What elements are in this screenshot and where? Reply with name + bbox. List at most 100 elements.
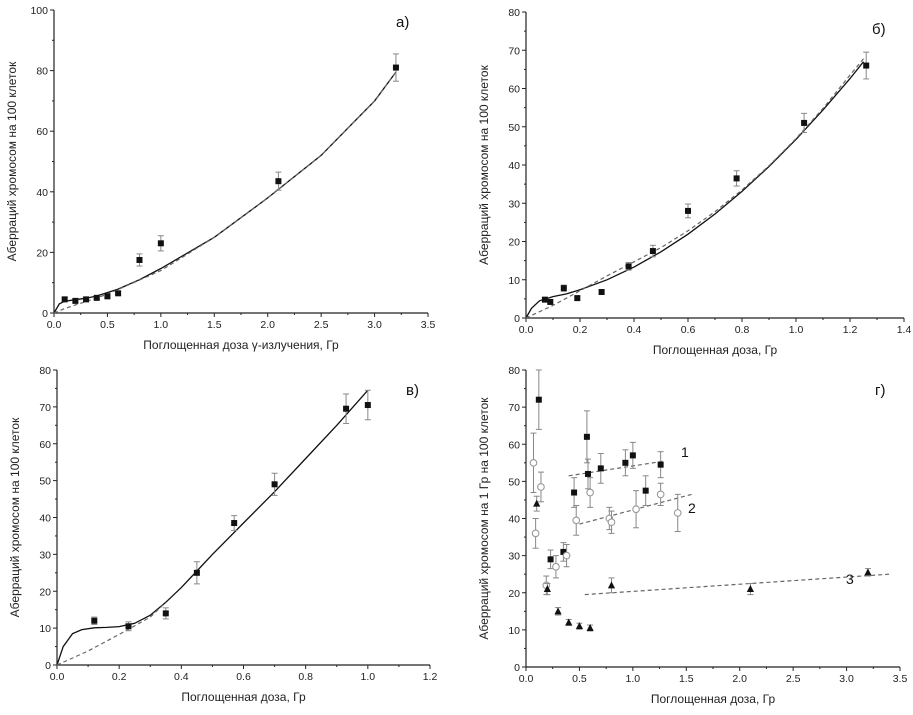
x-tick-label: 0.6 — [681, 324, 696, 336]
y-tick-label: 20 — [508, 237, 520, 249]
data-point-square — [547, 556, 554, 563]
data-point-circle — [586, 488, 594, 497]
x-tick-label: 0.5 — [100, 319, 115, 331]
y-tick-label: 0 — [42, 308, 48, 320]
x-tick-label: 0.4 — [627, 324, 642, 336]
data-point-triangle — [575, 622, 584, 630]
data-point-square — [863, 62, 870, 69]
y-tick-label: 40 — [39, 513, 51, 525]
data-point-triangle — [543, 585, 551, 593]
data-point-triangle — [533, 499, 541, 507]
x-tick-label: 3.5 — [893, 673, 908, 685]
y-tick-label: 30 — [508, 551, 520, 563]
x-tick-label: 1.2 — [423, 671, 438, 683]
data-point-square — [560, 285, 567, 292]
data-point-square — [61, 296, 68, 303]
y-axis-label: Аберраций хромосом на 100 клеток — [477, 64, 491, 264]
x-tick-label: 0.2 — [112, 671, 127, 683]
data-point-triangle — [586, 624, 594, 632]
data-point-square — [657, 461, 664, 468]
data-point-square — [801, 119, 808, 126]
y-tick-label: 70 — [508, 402, 520, 414]
dashed-fit-curve — [525, 58, 864, 319]
data-point-square — [125, 623, 132, 630]
data-point-triangle — [864, 568, 872, 576]
x-axis-label: Поглощенная доза, Гр — [181, 690, 306, 704]
y-tick-label: 100 — [30, 5, 48, 17]
curve-label: 1 — [681, 444, 689, 460]
y-tick-label: 0 — [514, 662, 520, 674]
solid-fit-curve — [53, 71, 397, 314]
x-tick-label: 0.0 — [47, 319, 62, 331]
x-tick-label: 0.0 — [519, 324, 534, 336]
y-tick-label: 10 — [508, 275, 520, 287]
data-point-square — [535, 396, 542, 403]
y-tick-label: 70 — [39, 402, 51, 414]
data-point-square — [104, 293, 111, 300]
data-point-circle — [673, 509, 682, 517]
data-point-square — [72, 297, 79, 304]
y-tick-label: 20 — [39, 586, 51, 598]
y-tick-label: 0 — [514, 313, 520, 325]
y-tick-label: 10 — [39, 623, 51, 635]
y-axis-label: Аберраций хромосом на 100 клеток — [5, 61, 19, 261]
data-point-square — [597, 465, 604, 472]
data-point-square — [91, 617, 98, 624]
y-tick-label: 30 — [39, 549, 51, 561]
x-tick-label: 1.0 — [154, 319, 169, 331]
data-point-square — [162, 610, 169, 617]
data-point-triangle — [565, 618, 573, 626]
data-point-triangle — [554, 607, 562, 615]
curve-label: 3 — [846, 571, 854, 587]
chart-panel-4: 0.0 0.5 1.0 1.5 2.0 2.5 3.0 3.5 0 10 20 30 40 50 60 70 8… — [477, 365, 907, 706]
dashed-fit-curve — [584, 573, 890, 596]
y-tick-label: 80 — [36, 66, 48, 78]
data-point-square — [364, 402, 371, 409]
data-point-square — [275, 178, 282, 185]
data-point-square — [625, 263, 632, 270]
x-tick-label: 2.5 — [786, 673, 801, 685]
y-tick-label: 50 — [39, 476, 51, 488]
y-tick-label: 40 — [508, 160, 520, 172]
data-point-circle — [531, 529, 540, 538]
x-tick-label: 0.4 — [174, 671, 189, 683]
x-tick-label: 2.5 — [314, 319, 329, 331]
y-tick-label: 60 — [39, 439, 51, 451]
data-point-square — [622, 459, 629, 466]
data-point-square — [642, 487, 649, 494]
x-tick-label: 1.2 — [843, 324, 858, 336]
x-tick-label: 1.5 — [207, 319, 222, 331]
x-tick-label: 0.6 — [236, 671, 251, 683]
dashed-fit-curve — [568, 460, 665, 477]
solid-fit-curve — [525, 61, 865, 319]
data-point-square — [392, 64, 399, 71]
x-tick-label: 2.0 — [260, 319, 275, 331]
chart-panel-2: 0.0 0.2 0.4 0.6 0.8 1.0 1.2 1.4 0 10 20 30 40 50 60 70 8… — [477, 7, 911, 357]
data-point-square — [649, 248, 656, 255]
y-tick-label: 60 — [508, 84, 520, 96]
data-point-square — [83, 296, 90, 303]
panel-label: г) — [875, 382, 885, 399]
y-tick-label: 10 — [508, 625, 520, 637]
panel-label: в) — [406, 382, 419, 399]
data-point-square — [115, 290, 122, 297]
data-point-square — [560, 548, 567, 555]
y-tick-label: 80 — [508, 7, 520, 19]
x-tick-label: 0.0 — [519, 673, 534, 685]
x-tick-label: 3.5 — [421, 319, 436, 331]
y-tick-label: 0 — [45, 660, 51, 672]
y-tick-label: 60 — [508, 439, 520, 451]
y-tick-label: 80 — [508, 365, 520, 377]
data-point-triangle — [746, 585, 754, 593]
data-point-square — [571, 489, 578, 496]
y-tick-label: 50 — [508, 122, 520, 134]
x-tick-label: 0.8 — [298, 671, 313, 683]
data-point-circle — [552, 562, 560, 571]
y-tick-label: 50 — [508, 476, 520, 488]
data-point-square — [629, 452, 636, 459]
y-tick-label: 20 — [508, 588, 520, 600]
chart-panel-3: 0.0 0.2 0.4 0.6 0.8 1.0 1.2 0 10 20 30 40 50 60 70 80 По… — [8, 365, 437, 704]
x-axis-label: Поглощенная доза, Гр — [653, 343, 778, 357]
y-tick-label: 20 — [36, 247, 48, 259]
